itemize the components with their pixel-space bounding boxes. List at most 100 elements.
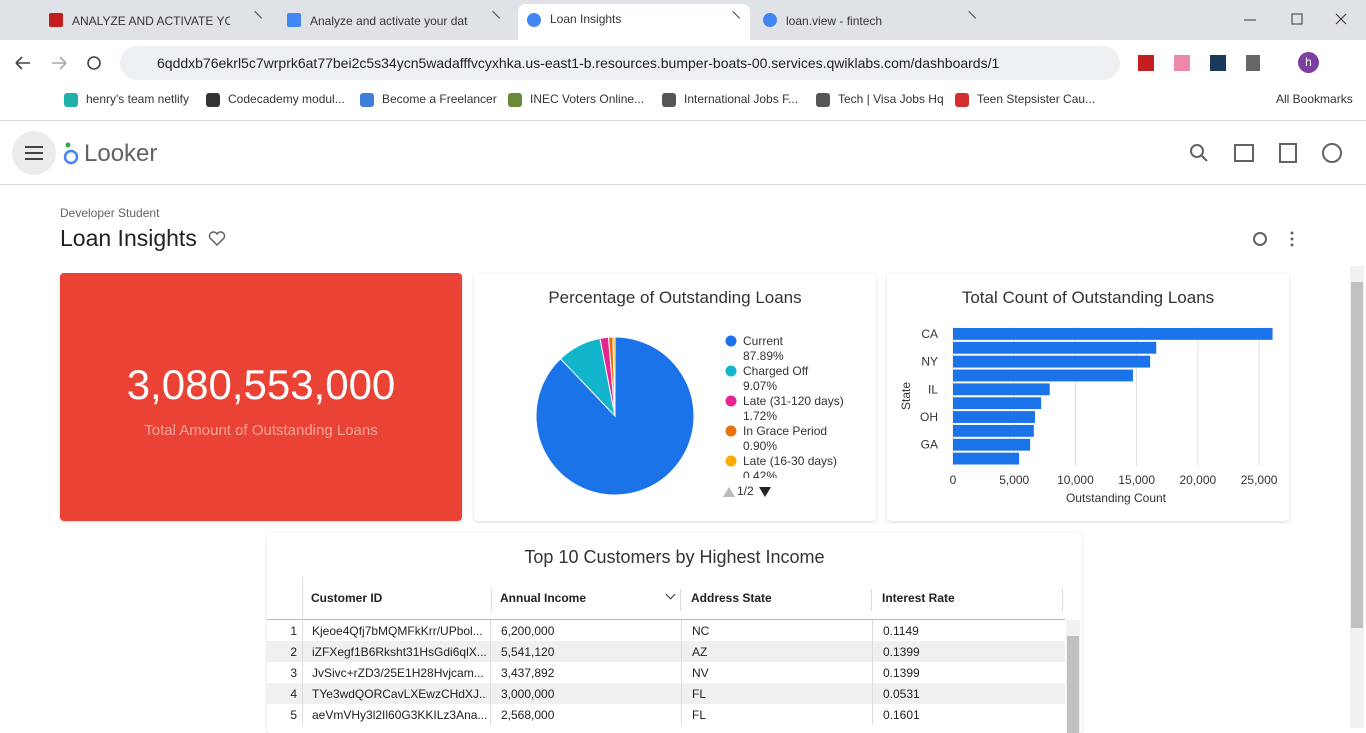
bar [953, 438, 1031, 451]
table-cell: 6,200,000 [501, 624, 555, 638]
table-cell: 5,541,120 [501, 645, 555, 659]
table-title: Top 10 Customers by Highest Income [524, 547, 825, 567]
column-divider [1062, 589, 1063, 611]
legend-label: Current [743, 334, 784, 348]
chart-title: Total Count of Outstanding Loans [962, 288, 1214, 307]
looker-logo [63, 142, 79, 165]
cell-divider [872, 683, 873, 704]
cell-divider [872, 641, 873, 662]
bar [953, 369, 1133, 382]
table-row [267, 620, 1065, 641]
profile-avatar[interactable]: h [1298, 52, 1319, 73]
tab[interactable]: Analyze and activate your data [310, 14, 468, 28]
row-number: 3 [290, 666, 297, 680]
x-axis-title: Outstanding Count [1066, 491, 1167, 505]
row-number: 4 [290, 687, 297, 701]
table-cell: 0.1601 [883, 708, 920, 722]
window-controls[interactable] [1236, 10, 1356, 30]
table-cell: 2,568,000 [501, 708, 555, 722]
bookmark-icon [508, 93, 522, 107]
column-header[interactable]: Customer ID [311, 591, 383, 605]
table-cell: 0.0531 [883, 687, 920, 701]
bar [953, 341, 1157, 354]
scroll-thumb[interactable] [1351, 282, 1363, 628]
bar [953, 397, 1042, 410]
cell-divider [490, 641, 491, 662]
cell-divider [681, 683, 682, 704]
legend-value: 0.90% [743, 439, 777, 453]
column-header[interactable]: Annual Income [500, 591, 587, 605]
all-bookmarks[interactable]: All Bookmarks [1276, 92, 1353, 106]
cell-divider [490, 683, 491, 704]
url[interactable]: 6qddxb76ekrl5c7wrprk6at77bei2c5s34ycn5wa… [157, 55, 1000, 71]
header-row [267, 577, 1065, 620]
ext-icons[interactable] [1138, 55, 1268, 71]
cell-divider [681, 620, 682, 641]
page-scrollbar[interactable] [1350, 266, 1364, 728]
pie-slice [612, 336, 616, 417]
y-tick-label: CA [921, 327, 938, 341]
bar [953, 452, 1020, 465]
table-cell: 3,437,892 [501, 666, 555, 680]
x-tick-label: 5,000 [999, 473, 1029, 487]
y-axis-title: State [899, 382, 913, 410]
cell-divider [681, 641, 682, 662]
bookmark[interactable]: henry's team netlify [86, 92, 190, 106]
cell-divider [872, 662, 873, 683]
cell-divider [302, 683, 303, 704]
table-row [267, 662, 1065, 683]
cell-divider [490, 662, 491, 683]
table-cell: aeVmVHy3l2Il60G3KKILz3Ana... [312, 708, 487, 722]
table-cell: TYe3wdQORCavLXEwzCHdXJ... [312, 687, 487, 701]
legend-label: Late (31-120 days) [743, 394, 844, 408]
favorite-icon[interactable] [208, 230, 226, 246]
table-cell: 0.1149 [883, 624, 919, 638]
table-cell: 0.1399 [883, 666, 920, 680]
legend-swatch [725, 335, 737, 347]
bar [953, 411, 1036, 423]
omnibox[interactable] [120, 46, 1120, 80]
brand: Looker [84, 140, 158, 167]
header-icons[interactable] [1188, 142, 1348, 164]
chart-title: Percentage of Outstanding Loans [548, 288, 801, 307]
column-header[interactable]: Address State [691, 591, 772, 605]
column-header[interactable]: Interest Rate [882, 591, 955, 605]
cell-divider [490, 704, 491, 725]
bookmark[interactable]: International Jobs F... [684, 92, 799, 106]
row-number: 5 [290, 708, 297, 722]
dashboard-actions[interactable] [1251, 230, 1301, 248]
legend-page: 1/2 [737, 484, 754, 498]
bookmark[interactable]: Teen Stepsister Cau... [977, 92, 1096, 106]
table-cell: NC [692, 624, 710, 638]
bookmark[interactable]: INEC Voters Online... [530, 92, 645, 106]
legend-swatch [725, 395, 737, 407]
cell-divider [302, 641, 303, 662]
bookmark-icon [955, 93, 969, 107]
tab[interactable]: loan.view - fintech [786, 14, 883, 28]
legend-next[interactable] [759, 487, 771, 497]
legend-label: Charged Off [743, 364, 809, 378]
legend-value: 9.07% [743, 379, 777, 393]
nav-buttons[interactable] [12, 52, 112, 74]
tab-favicon [287, 13, 301, 27]
header-divider [0, 184, 1366, 185]
bar-tile: Total Count of Outstanding Loans 0 5,000 10… [887, 273, 1289, 521]
y-tick-label: NY [921, 355, 938, 369]
bookmark[interactable]: Become a Freelancer [382, 92, 497, 106]
tab-favicon [763, 13, 777, 27]
tab[interactable]: Loan Insights [518, 4, 750, 40]
table-cell: FL [692, 708, 707, 722]
x-tick-label: 25,000 [1241, 473, 1278, 487]
bookmark[interactable]: Tech | Visa Jobs Hq [838, 92, 944, 106]
bookmark[interactable]: Codecademy modul... [228, 92, 345, 106]
x-tick-label: 10,000 [1057, 473, 1094, 487]
row-number: 1 [290, 624, 297, 638]
column-divider [491, 589, 492, 611]
cell-divider [302, 704, 303, 725]
table-scroll-thumb[interactable] [1067, 636, 1079, 733]
tab[interactable]: ANALYZE AND ACTIVATE YOUR [72, 14, 230, 28]
cell-divider [872, 704, 873, 725]
table-cell: 3,000,000 [501, 687, 555, 701]
pie-tile: Percentage of Outstanding Loans Current 87… [474, 273, 876, 521]
y-tick-label: GA [921, 438, 938, 452]
